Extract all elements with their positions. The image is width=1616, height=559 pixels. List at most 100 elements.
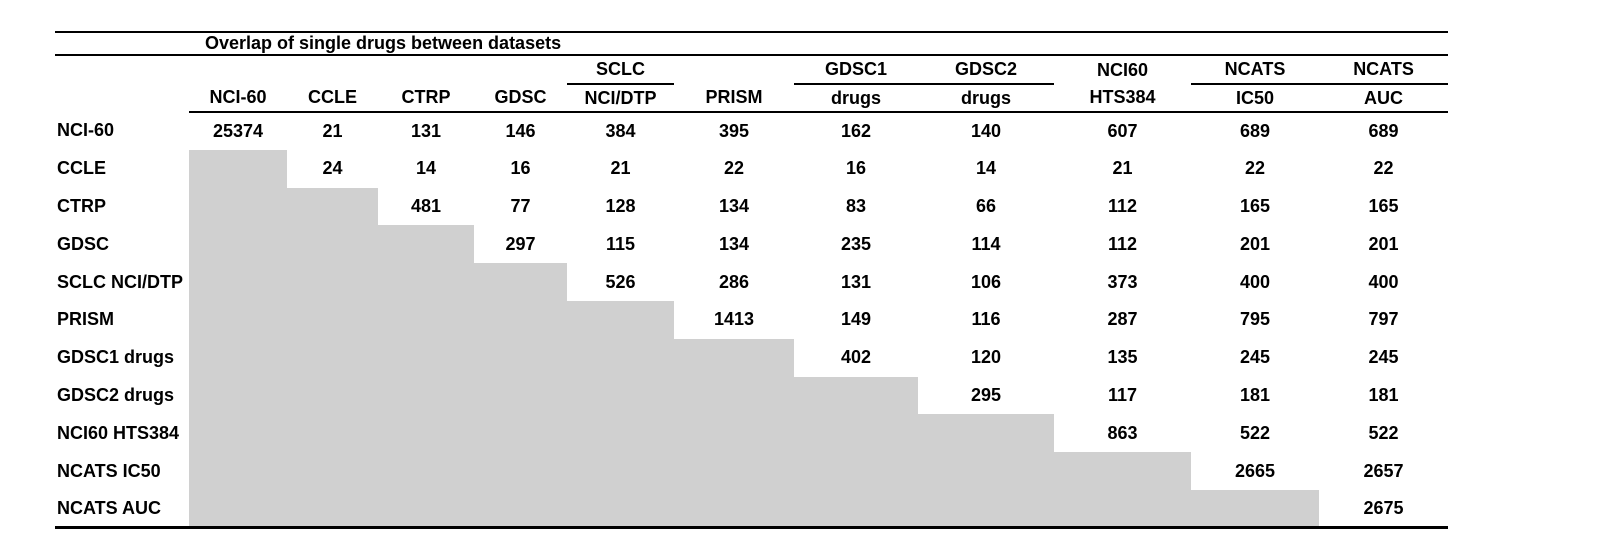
empty-cell-gray: [1191, 489, 1319, 528]
empty-cell-gray: [378, 376, 474, 415]
col-group-nci60: NCI60: [1096, 59, 1149, 80]
table-row: CCLE 24 14 16 21 22 16 14 21 22 22: [55, 149, 1448, 188]
empty-cell-gray: [287, 300, 378, 339]
col-group-sclc: SCLC: [567, 55, 674, 85]
empty-cell-gray: [189, 263, 287, 301]
matrix-cell: 21: [610, 158, 631, 179]
matrix-cell: 181: [1239, 384, 1271, 405]
matrix-cell: 128: [605, 195, 636, 216]
empty-cell-gray: [378, 338, 474, 377]
col-group-gdsc1: GDSC1: [794, 55, 918, 85]
matrix-cell: 400: [1368, 271, 1399, 292]
table-row: NCATS AUC 2675: [55, 489, 1448, 528]
empty-cell-gray: [674, 376, 794, 415]
empty-cell-gray: [189, 187, 287, 226]
matrix-cell: 400: [1239, 271, 1271, 292]
empty-cell-gray: [378, 489, 474, 528]
matrix-cell: 21: [322, 120, 343, 141]
col-header-ic50: IC50: [1191, 84, 1319, 113]
matrix-cell: 22: [1244, 158, 1266, 179]
empty-cell-gray: [287, 489, 378, 528]
empty-cell-gray: [189, 414, 287, 453]
column-group-header-row: SCLC GDSC1 GDSC2 NCI60 NCATS NCATS: [55, 55, 1449, 85]
table-row: PRISM 1413 149 116 287 795 797: [55, 300, 1448, 339]
col-group-blank: [674, 55, 794, 84]
empty-cell-gray: [794, 452, 918, 490]
empty-cell-gray: [189, 338, 287, 377]
matrix-cell: 14: [975, 158, 997, 179]
empty-cell-gray: [287, 263, 378, 301]
matrix-cell: 384: [605, 120, 636, 141]
col-group-blank: [474, 55, 567, 84]
empty-cell-gray: [674, 452, 794, 490]
table-row: NCI-60 25374 21 131 146 384 395 162 140 607 689 689: [55, 112, 1448, 150]
matrix-cell: 522: [1239, 422, 1271, 443]
matrix-cell: 66: [975, 195, 997, 216]
matrix-cell: 115: [605, 233, 636, 254]
empty-cell-gray: [567, 300, 674, 339]
table-row: NCATS IC50 2665 2657: [55, 452, 1448, 490]
matrix-cell: 795: [1239, 309, 1271, 330]
empty-cell-gray: [1054, 489, 1191, 528]
col-group-blank: [189, 55, 287, 84]
matrix-cell: 131: [410, 120, 442, 141]
empty-cell-gray: [918, 489, 1054, 528]
empty-cell-gray: [674, 338, 794, 377]
empty-cell-gray: [378, 300, 474, 339]
matrix-cell: 863: [1107, 422, 1138, 443]
matrix-cell: 106: [970, 271, 1002, 292]
empty-cell-gray: [474, 300, 567, 339]
matrix-cell: 402: [840, 347, 872, 368]
col-header-drugs: drugs: [918, 84, 1054, 113]
matrix-cell: 201: [1239, 233, 1271, 254]
column-header-row: NCI-60 CCLE CTRP GDSC NCI/DTP PRISM drugs drugs…: [55, 84, 1449, 113]
matrix-cell: 149: [840, 309, 872, 330]
matrix-cell: 135: [1107, 347, 1138, 368]
matrix-cell: 373: [1107, 271, 1138, 292]
corner-blank: [55, 84, 189, 112]
matrix-cell: 689: [1239, 120, 1271, 141]
matrix-cell: 165: [1239, 195, 1271, 216]
matrix-cell: 134: [718, 195, 750, 216]
empty-cell-gray: [567, 489, 674, 528]
empty-cell-gray: [189, 300, 287, 339]
empty-cell-gray: [474, 452, 567, 490]
matrix-cell: 297: [505, 233, 536, 254]
empty-cell-gray: [189, 225, 287, 264]
table-row: NCI60 HTS384 863 522 522: [55, 414, 1448, 453]
matrix-cell: 16: [510, 158, 531, 179]
matrix-cell: 295: [970, 384, 1002, 405]
empty-cell-gray: [474, 414, 567, 453]
empty-cell-gray: [287, 187, 378, 226]
table-row: CTRP 481 77 128 134 83 66 112 165 165: [55, 187, 1448, 226]
title-row: Overlap of single drugs between datasets: [55, 32, 1449, 56]
matrix-cell: 287: [1107, 309, 1138, 330]
col-group-blank: [378, 55, 474, 84]
empty-cell-gray: [378, 414, 474, 453]
empty-cell-gray: [918, 414, 1054, 453]
matrix-cell: 131: [840, 271, 872, 292]
matrix-cell: 201: [1368, 233, 1399, 254]
matrix-cell: 117: [1107, 384, 1138, 405]
empty-cell-gray: [918, 452, 1054, 490]
matrix-cell: 2657: [1363, 460, 1404, 481]
empty-cell-gray: [474, 489, 567, 528]
matrix-cell: 2675: [1363, 497, 1404, 518]
matrix-cell: 2665: [1234, 460, 1276, 481]
empty-cell-gray: [567, 376, 674, 415]
matrix-cell: 181: [1368, 384, 1399, 405]
matrix-cell: 286: [718, 271, 750, 292]
matrix-cell: 83: [845, 195, 867, 216]
empty-cell-gray: [189, 452, 287, 490]
matrix-cell: 25374: [212, 120, 264, 141]
empty-cell-gray: [474, 338, 567, 377]
row-label-ncats-auc: NCATS AUC: [57, 497, 161, 518]
table-title: Overlap of single drugs between datasets: [55, 32, 1449, 56]
col-group-gdsc2: GDSC2: [918, 55, 1054, 85]
col-group-ncats: NCATS: [1191, 55, 1319, 85]
empty-cell-gray: [378, 263, 474, 301]
matrix-cell: 607: [1107, 120, 1138, 141]
empty-cell-gray: [189, 376, 287, 415]
row-label-nci-60: NCI-60: [57, 120, 115, 141]
